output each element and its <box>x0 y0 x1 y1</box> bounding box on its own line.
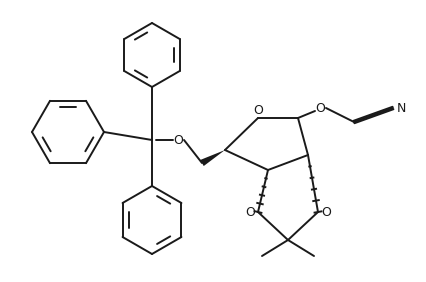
Text: O: O <box>321 206 331 219</box>
Text: O: O <box>253 103 263 116</box>
Polygon shape <box>200 150 225 166</box>
Text: O: O <box>173 133 183 147</box>
Text: N: N <box>396 102 406 114</box>
Text: O: O <box>245 206 255 219</box>
Text: O: O <box>315 102 325 114</box>
